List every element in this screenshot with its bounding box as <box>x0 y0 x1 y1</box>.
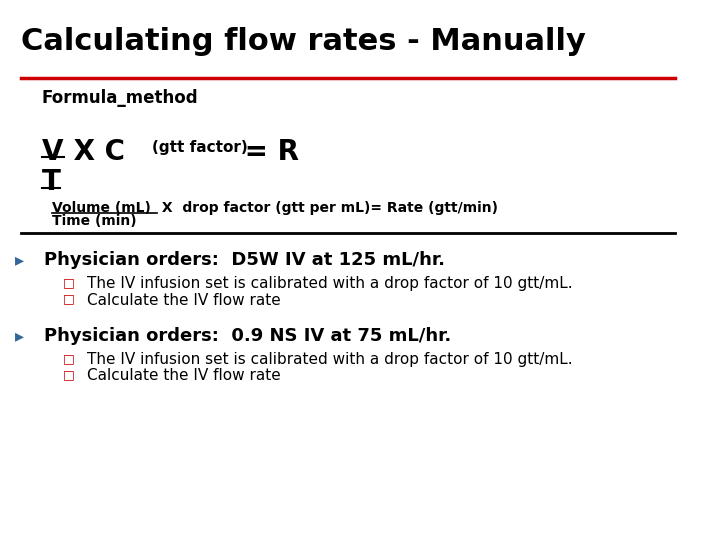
Text: ▸: ▸ <box>15 251 24 269</box>
Text: Time (min): Time (min) <box>53 214 137 228</box>
Text: Calculating flow rates - Manually: Calculating flow rates - Manually <box>21 27 586 56</box>
Text: Calculate the IV flow rate: Calculate the IV flow rate <box>87 293 281 308</box>
Text: Physician orders:  D5W IV at 125 mL/hr.: Physician orders: D5W IV at 125 mL/hr. <box>44 251 445 269</box>
Text: (gtt factor): (gtt factor) <box>152 140 248 156</box>
Text: V: V <box>42 138 63 166</box>
Text: Calculate the IV flow rate: Calculate the IV flow rate <box>87 368 281 383</box>
Text: = R: = R <box>235 138 300 166</box>
Text: T: T <box>42 168 60 197</box>
Text: Volume (mL): Volume (mL) <box>53 201 151 215</box>
Text: X C: X C <box>64 138 125 166</box>
Text: Formula_method: Formula_method <box>42 89 199 107</box>
Text: □: □ <box>63 368 74 381</box>
Text: □: □ <box>63 276 74 289</box>
Text: X  drop factor (gtt per mL)= Rate (gtt/min): X drop factor (gtt per mL)= Rate (gtt/mi… <box>157 201 498 215</box>
Text: The IV infusion set is calibrated with a drop factor of 10 gtt/mL.: The IV infusion set is calibrated with a… <box>87 352 572 367</box>
Text: Physician orders:  0.9 NS IV at 75 mL/hr.: Physician orders: 0.9 NS IV at 75 mL/hr. <box>44 327 451 345</box>
Text: The IV infusion set is calibrated with a drop factor of 10 gtt/mL.: The IV infusion set is calibrated with a… <box>87 276 572 292</box>
Text: □: □ <box>63 352 74 365</box>
Text: □: □ <box>63 293 74 306</box>
Text: ▸: ▸ <box>15 327 24 345</box>
